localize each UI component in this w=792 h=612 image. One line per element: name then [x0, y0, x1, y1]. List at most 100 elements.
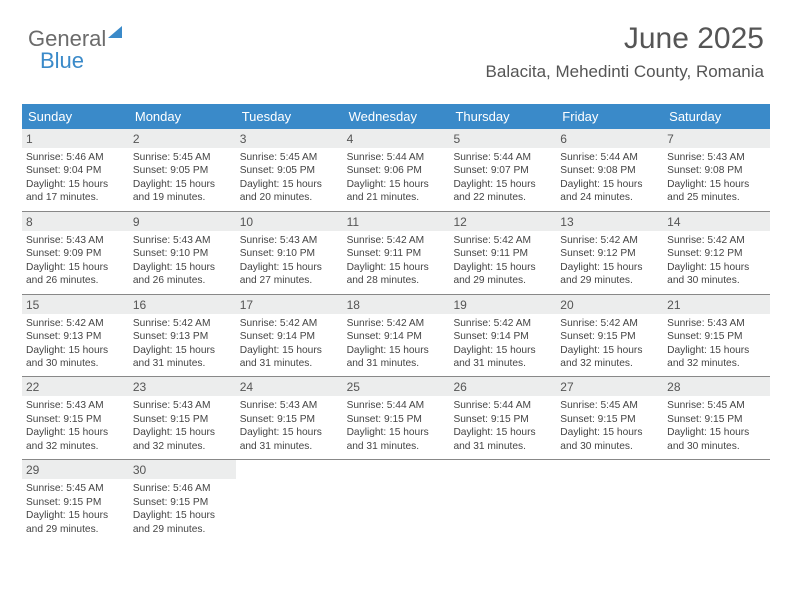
daylight-text: Daylight: 15 hours and 22 minutes.	[453, 178, 552, 205]
daylight-text: Daylight: 15 hours and 31 minutes.	[133, 344, 232, 371]
sunrise-text: Sunrise: 5:42 AM	[133, 317, 232, 330]
calendar-cell: 9Sunrise: 5:43 AMSunset: 9:10 PMDaylight…	[129, 212, 236, 294]
daylight-text: Daylight: 15 hours and 29 minutes.	[453, 261, 552, 288]
sunrise-text: Sunrise: 5:43 AM	[667, 151, 766, 164]
day-content: Sunrise: 5:42 AMSunset: 9:11 PMDaylight:…	[449, 231, 556, 294]
day-header: Wednesday	[343, 104, 450, 129]
day-content: Sunrise: 5:42 AMSunset: 9:14 PMDaylight:…	[343, 314, 450, 377]
sunset-text: Sunset: 9:09 PM	[26, 247, 125, 260]
sunrise-text: Sunrise: 5:44 AM	[453, 151, 552, 164]
sunset-text: Sunset: 9:04 PM	[26, 164, 125, 177]
day-number: 27	[556, 377, 663, 396]
day-number: 23	[129, 377, 236, 396]
day-content: Sunrise: 5:43 AMSunset: 9:09 PMDaylight:…	[22, 231, 129, 294]
day-number: 1	[22, 129, 129, 148]
calendar-cell: 12Sunrise: 5:42 AMSunset: 9:11 PMDayligh…	[449, 212, 556, 294]
day-number: 13	[556, 212, 663, 231]
day-number: 17	[236, 295, 343, 314]
calendar-cell: 11Sunrise: 5:42 AMSunset: 9:11 PMDayligh…	[343, 212, 450, 294]
sunset-text: Sunset: 9:10 PM	[240, 247, 339, 260]
sunset-text: Sunset: 9:14 PM	[240, 330, 339, 343]
sunset-text: Sunset: 9:12 PM	[560, 247, 659, 260]
sunrise-text: Sunrise: 5:42 AM	[560, 234, 659, 247]
day-number: 19	[449, 295, 556, 314]
daylight-text: Daylight: 15 hours and 31 minutes.	[240, 426, 339, 453]
sunset-text: Sunset: 9:10 PM	[133, 247, 232, 260]
sunset-text: Sunset: 9:15 PM	[667, 413, 766, 426]
calendar-cell	[449, 460, 556, 542]
day-content: Sunrise: 5:43 AMSunset: 9:10 PMDaylight:…	[129, 231, 236, 294]
day-content: Sunrise: 5:43 AMSunset: 9:08 PMDaylight:…	[663, 148, 770, 211]
day-content: Sunrise: 5:46 AMSunset: 9:15 PMDaylight:…	[129, 479, 236, 542]
calendar-cell: 28Sunrise: 5:45 AMSunset: 9:15 PMDayligh…	[663, 377, 770, 459]
day-number: 29	[22, 460, 129, 479]
sunset-text: Sunset: 9:14 PM	[347, 330, 446, 343]
day-content: Sunrise: 5:46 AMSunset: 9:04 PMDaylight:…	[22, 148, 129, 211]
sunrise-text: Sunrise: 5:45 AM	[560, 399, 659, 412]
calendar-cell: 18Sunrise: 5:42 AMSunset: 9:14 PMDayligh…	[343, 295, 450, 377]
day-content: Sunrise: 5:45 AMSunset: 9:05 PMDaylight:…	[129, 148, 236, 211]
daylight-text: Daylight: 15 hours and 20 minutes.	[240, 178, 339, 205]
day-number: 28	[663, 377, 770, 396]
calendar-cell: 10Sunrise: 5:43 AMSunset: 9:10 PMDayligh…	[236, 212, 343, 294]
daylight-text: Daylight: 15 hours and 27 minutes.	[240, 261, 339, 288]
day-content: Sunrise: 5:43 AMSunset: 9:10 PMDaylight:…	[236, 231, 343, 294]
sunset-text: Sunset: 9:05 PM	[133, 164, 232, 177]
day-content: Sunrise: 5:42 AMSunset: 9:13 PMDaylight:…	[129, 314, 236, 377]
sunrise-text: Sunrise: 5:44 AM	[347, 151, 446, 164]
day-content: Sunrise: 5:45 AMSunset: 9:15 PMDaylight:…	[22, 479, 129, 542]
sunrise-text: Sunrise: 5:46 AM	[133, 482, 232, 495]
sunset-text: Sunset: 9:13 PM	[133, 330, 232, 343]
day-content: Sunrise: 5:44 AMSunset: 9:15 PMDaylight:…	[343, 396, 450, 459]
calendar-cell: 20Sunrise: 5:42 AMSunset: 9:15 PMDayligh…	[556, 295, 663, 377]
calendar-cell	[556, 460, 663, 542]
sunset-text: Sunset: 9:05 PM	[240, 164, 339, 177]
daylight-text: Daylight: 15 hours and 29 minutes.	[133, 509, 232, 536]
daylight-text: Daylight: 15 hours and 32 minutes.	[26, 426, 125, 453]
sunrise-text: Sunrise: 5:42 AM	[667, 234, 766, 247]
daylight-text: Daylight: 15 hours and 17 minutes.	[26, 178, 125, 205]
sunrise-text: Sunrise: 5:43 AM	[26, 234, 125, 247]
sunrise-text: Sunrise: 5:42 AM	[240, 317, 339, 330]
sunrise-text: Sunrise: 5:43 AM	[667, 317, 766, 330]
sunset-text: Sunset: 9:08 PM	[667, 164, 766, 177]
day-number: 6	[556, 129, 663, 148]
day-header: Tuesday	[236, 104, 343, 129]
day-number: 26	[449, 377, 556, 396]
sunset-text: Sunset: 9:11 PM	[347, 247, 446, 260]
calendar-cell: 7Sunrise: 5:43 AMSunset: 9:08 PMDaylight…	[663, 129, 770, 211]
calendar-cell: 8Sunrise: 5:43 AMSunset: 9:09 PMDaylight…	[22, 212, 129, 294]
sunset-text: Sunset: 9:12 PM	[667, 247, 766, 260]
day-header: Monday	[129, 104, 236, 129]
calendar-cell: 30Sunrise: 5:46 AMSunset: 9:15 PMDayligh…	[129, 460, 236, 542]
sunset-text: Sunset: 9:06 PM	[347, 164, 446, 177]
day-header: Saturday	[663, 104, 770, 129]
day-number: 15	[22, 295, 129, 314]
logo-word-2: Blue	[40, 48, 84, 73]
day-content: Sunrise: 5:42 AMSunset: 9:14 PMDaylight:…	[236, 314, 343, 377]
day-content: Sunrise: 5:42 AMSunset: 9:11 PMDaylight:…	[343, 231, 450, 294]
sunrise-text: Sunrise: 5:42 AM	[453, 234, 552, 247]
sunrise-text: Sunrise: 5:45 AM	[240, 151, 339, 164]
day-content: Sunrise: 5:42 AMSunset: 9:15 PMDaylight:…	[556, 314, 663, 377]
day-number: 2	[129, 129, 236, 148]
day-number: 14	[663, 212, 770, 231]
calendar-cell: 29Sunrise: 5:45 AMSunset: 9:15 PMDayligh…	[22, 460, 129, 542]
day-number: 30	[129, 460, 236, 479]
daylight-text: Daylight: 15 hours and 29 minutes.	[26, 509, 125, 536]
sunrise-text: Sunrise: 5:43 AM	[240, 399, 339, 412]
calendar-cell: 3Sunrise: 5:45 AMSunset: 9:05 PMDaylight…	[236, 129, 343, 211]
location-subtitle: Balacita, Mehedinti County, Romania	[486, 62, 764, 82]
day-number: 16	[129, 295, 236, 314]
sunset-text: Sunset: 9:15 PM	[26, 496, 125, 509]
daylight-text: Daylight: 15 hours and 21 minutes.	[347, 178, 446, 205]
day-content: Sunrise: 5:42 AMSunset: 9:14 PMDaylight:…	[449, 314, 556, 377]
day-content: Sunrise: 5:43 AMSunset: 9:15 PMDaylight:…	[663, 314, 770, 377]
calendar-cell: 13Sunrise: 5:42 AMSunset: 9:12 PMDayligh…	[556, 212, 663, 294]
daylight-text: Daylight: 15 hours and 26 minutes.	[133, 261, 232, 288]
daylight-text: Daylight: 15 hours and 26 minutes.	[26, 261, 125, 288]
page-title: June 2025	[486, 22, 764, 56]
calendar-cell: 22Sunrise: 5:43 AMSunset: 9:15 PMDayligh…	[22, 377, 129, 459]
day-number: 5	[449, 129, 556, 148]
sunset-text: Sunset: 9:15 PM	[26, 413, 125, 426]
